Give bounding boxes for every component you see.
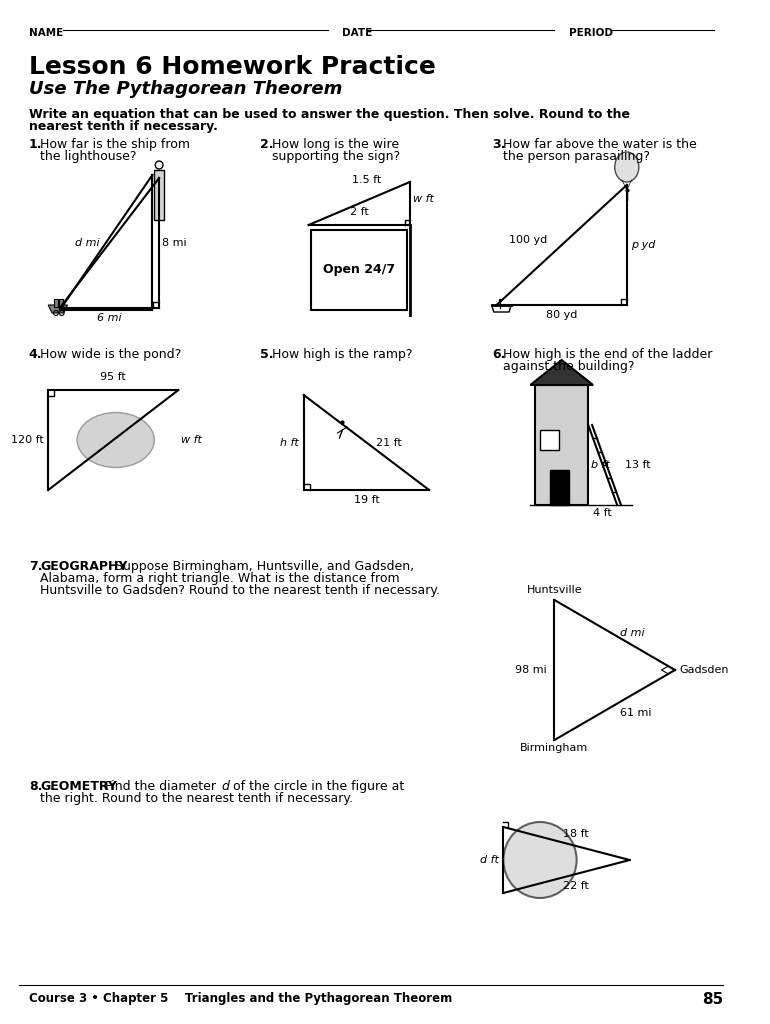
- Text: PERIOD: PERIOD: [569, 28, 613, 38]
- Text: Find the diameter: Find the diameter: [101, 780, 220, 793]
- Text: the person parasailing?: the person parasailing?: [504, 150, 651, 163]
- Text: Use The Pythagorean Theorem: Use The Pythagorean Theorem: [29, 80, 343, 98]
- Text: p yd: p yd: [631, 240, 655, 250]
- Text: of the circle in the figure at: of the circle in the figure at: [229, 780, 403, 793]
- Text: 1.5 ft: 1.5 ft: [352, 175, 381, 185]
- Text: w ft: w ft: [181, 435, 203, 445]
- Text: 19 ft: 19 ft: [353, 495, 380, 505]
- Text: 61 mi: 61 mi: [620, 708, 651, 718]
- Text: the right. Round to the nearest tenth if necessary.: the right. Round to the nearest tenth if…: [41, 792, 353, 805]
- Text: 18 ft: 18 ft: [564, 829, 589, 839]
- Text: 8.: 8.: [29, 780, 42, 793]
- Text: Huntsville: Huntsville: [527, 585, 582, 595]
- Text: GEOGRAPHY: GEOGRAPHY: [41, 560, 128, 573]
- Text: 22 ft: 22 ft: [563, 881, 589, 891]
- Text: How far is the ship from: How far is the ship from: [41, 138, 190, 151]
- Bar: [54, 299, 58, 307]
- Text: Open 24/7: Open 24/7: [323, 263, 395, 276]
- Text: DATE: DATE: [343, 28, 373, 38]
- Text: Alabama, form a right triangle. What is the distance from: Alabama, form a right triangle. What is …: [41, 572, 400, 585]
- Text: d: d: [222, 780, 229, 793]
- Text: d mi: d mi: [75, 238, 100, 248]
- Text: How far above the water is the: How far above the water is the: [504, 138, 697, 151]
- Text: Birmingham: Birmingham: [521, 743, 588, 753]
- Text: 6 mi: 6 mi: [97, 313, 122, 323]
- Text: 100 yd: 100 yd: [509, 234, 547, 245]
- Text: 8 mi: 8 mi: [162, 238, 186, 248]
- Bar: [540, 430, 559, 450]
- Text: Course 3 • Chapter 5    Triangles and the Pythagorean Theorem: Course 3 • Chapter 5 Triangles and the P…: [29, 992, 452, 1005]
- Bar: [535, 385, 588, 505]
- Text: h ft: h ft: [280, 437, 299, 447]
- Ellipse shape: [77, 413, 154, 468]
- Text: 3.: 3.: [492, 138, 505, 151]
- Circle shape: [504, 822, 577, 898]
- Text: Write an equation that can be used to answer the question. Then solve. Round to : Write an equation that can be used to an…: [29, 108, 630, 121]
- Text: 21 ft: 21 ft: [376, 437, 402, 447]
- Text: Lesson 6 Homework Practice: Lesson 6 Homework Practice: [29, 55, 436, 79]
- Text: d mi: d mi: [620, 628, 644, 638]
- Text: 2.: 2.: [260, 138, 274, 151]
- Text: 4 ft: 4 ft: [594, 508, 612, 518]
- Text: 1.: 1.: [29, 138, 42, 151]
- Text: b ft: b ft: [591, 460, 610, 470]
- Text: How wide is the pond?: How wide is the pond?: [41, 348, 182, 361]
- Text: 4.: 4.: [29, 348, 42, 361]
- Text: w ft: w ft: [413, 194, 434, 204]
- Text: 80 yd: 80 yd: [546, 310, 578, 319]
- Text: nearest tenth if necessary.: nearest tenth if necessary.: [29, 120, 218, 133]
- Text: 120 ft: 120 ft: [11, 435, 43, 445]
- Text: How high is the ramp?: How high is the ramp?: [272, 348, 413, 361]
- Text: against the building?: against the building?: [504, 360, 634, 373]
- Text: 85: 85: [702, 992, 723, 1007]
- Text: How high is the end of the ladder: How high is the end of the ladder: [504, 348, 713, 361]
- Bar: [59, 299, 62, 307]
- Text: the lighthouse?: the lighthouse?: [41, 150, 137, 163]
- Text: 13 ft: 13 ft: [625, 460, 651, 470]
- Text: Gadsden: Gadsden: [680, 665, 729, 675]
- Text: 95 ft: 95 ft: [100, 372, 126, 382]
- Polygon shape: [531, 360, 593, 385]
- Text: Suppose Birmingham, Huntsville, and Gadsden,: Suppose Birmingham, Huntsville, and Gads…: [111, 560, 414, 573]
- Bar: [550, 470, 569, 505]
- Text: 2 ft: 2 ft: [350, 207, 369, 217]
- Text: 5.: 5.: [260, 348, 274, 361]
- Text: NAME: NAME: [29, 28, 63, 38]
- Bar: [154, 170, 164, 220]
- Ellipse shape: [614, 152, 639, 182]
- Text: 98 mi: 98 mi: [515, 665, 547, 675]
- Text: GEOMETRY: GEOMETRY: [41, 780, 117, 793]
- Text: Huntsville to Gadsden? Round to the nearest tenth if necessary.: Huntsville to Gadsden? Round to the near…: [41, 584, 440, 597]
- Bar: [310, 230, 407, 310]
- Text: supporting the sign?: supporting the sign?: [272, 150, 400, 163]
- Text: How long is the wire: How long is the wire: [272, 138, 399, 151]
- Text: 6.: 6.: [492, 348, 505, 361]
- Text: 7.: 7.: [29, 560, 42, 573]
- Polygon shape: [49, 305, 68, 313]
- Text: d ft: d ft: [480, 855, 498, 865]
